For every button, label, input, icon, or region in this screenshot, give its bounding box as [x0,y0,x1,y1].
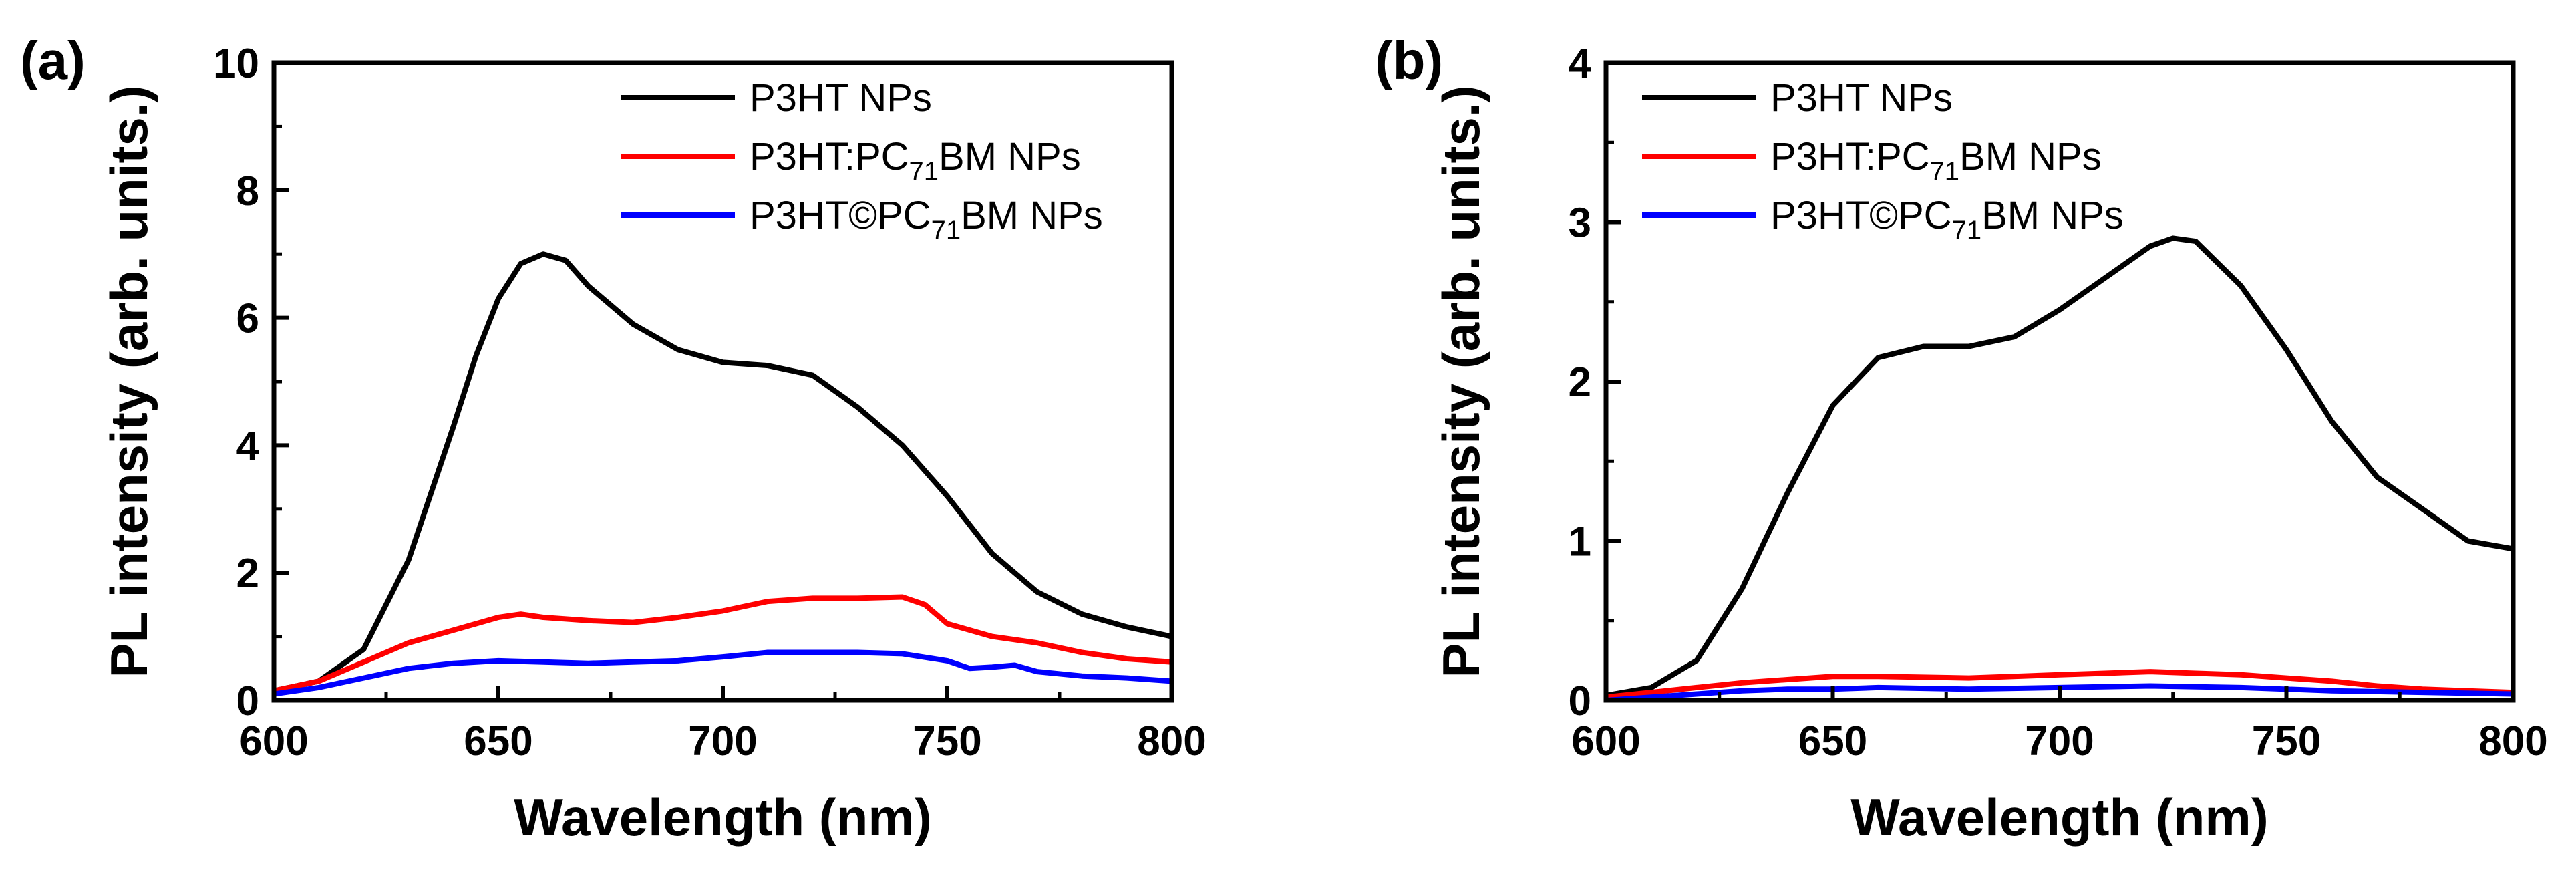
legend-label-tail: BM NPs [961,194,1103,237]
legend-label-subscript: 71 [1952,216,1982,245]
x-tick-label: 700 [2025,718,2094,764]
y-tick-label: 0 [236,678,259,724]
legend-label-2: P3HT©PC71BM NPs [1770,194,2124,245]
legend-label-subscript: 71 [931,216,961,245]
chart-panel-a: (a) 600 650 700 750 800 0 2 4 6 8 10 Wavelength (nm)… [20,31,1206,847]
chart-panel-b: (b) 600 650 700 750 800 0 1 2 3 4 Wavelength (nm) PL… [1375,31,2548,847]
legend-label-0: P3HT NPs [1770,76,1953,120]
y-tick-label: 8 [236,168,259,214]
series-line-1 [1606,669,2513,700]
legend-label-tail: BM NPs [1959,135,2102,178]
legend-label-main: P3HT:PC [750,135,909,178]
series-line-2 [274,649,1172,697]
series-line-1 [274,594,1172,694]
panel-label: (b) [1375,31,1443,90]
x-tick-label: 600 [1571,718,1640,764]
x-tick-label: 750 [913,718,981,764]
legend-label-main: P3HT©PC [1770,194,1952,237]
y-tick-label: 6 [236,296,259,342]
series-line-0 [274,251,1172,694]
legend-label-0: P3HT NPs [750,76,932,120]
legend-label-1: P3HT:PC71BM NPs [1770,135,2102,186]
x-tick-label: 650 [464,718,532,764]
y-tick-label: 4 [1569,41,1592,87]
y-tick-label: 4 [236,423,260,469]
legend-label-tail: BM NPs [1981,194,2124,237]
y-axis-title: PL intensity (arb. units.) [1432,86,1490,678]
legend-label-main: P3HT:PC [1770,135,1930,178]
legend-label-subscript: 71 [1930,157,1960,186]
y-tick-label: 3 [1569,200,1591,247]
x-tick-label: 700 [688,718,757,764]
legend-label-2: P3HT©PC71BM NPs [750,194,1103,245]
series-line-0 [1606,235,2513,698]
x-axis-title: Wavelength (nm) [514,788,931,847]
series-line-2 [1606,683,2513,700]
x-tick-label: 800 [1137,718,1206,764]
y-tick-label: 0 [1569,678,1591,724]
panel-label: (a) [20,31,86,90]
x-axis-title: Wavelength (nm) [1850,788,2268,847]
legend-label-main: P3HT NPs [750,76,932,120]
y-tick-label: 2 [1569,359,1591,406]
legend-label-subscript: 71 [909,157,939,186]
y-axis-title: PL intensity (arb. units.) [100,86,158,678]
x-tick-label: 650 [1798,718,1867,764]
legend-label-tail: BM NPs [939,135,1081,178]
x-tick-label: 750 [2252,718,2321,764]
legend-label-main: P3HT NPs [1770,76,1953,120]
y-tick-label: 10 [213,41,259,87]
legend-label-1: P3HT:PC71BM NPs [750,135,1081,186]
x-tick-label: 600 [239,718,308,764]
y-tick-label: 1 [1569,519,1591,565]
legend-label-main: P3HT©PC [750,194,931,237]
x-tick-label: 800 [2478,718,2547,764]
y-tick-label: 2 [236,551,259,597]
